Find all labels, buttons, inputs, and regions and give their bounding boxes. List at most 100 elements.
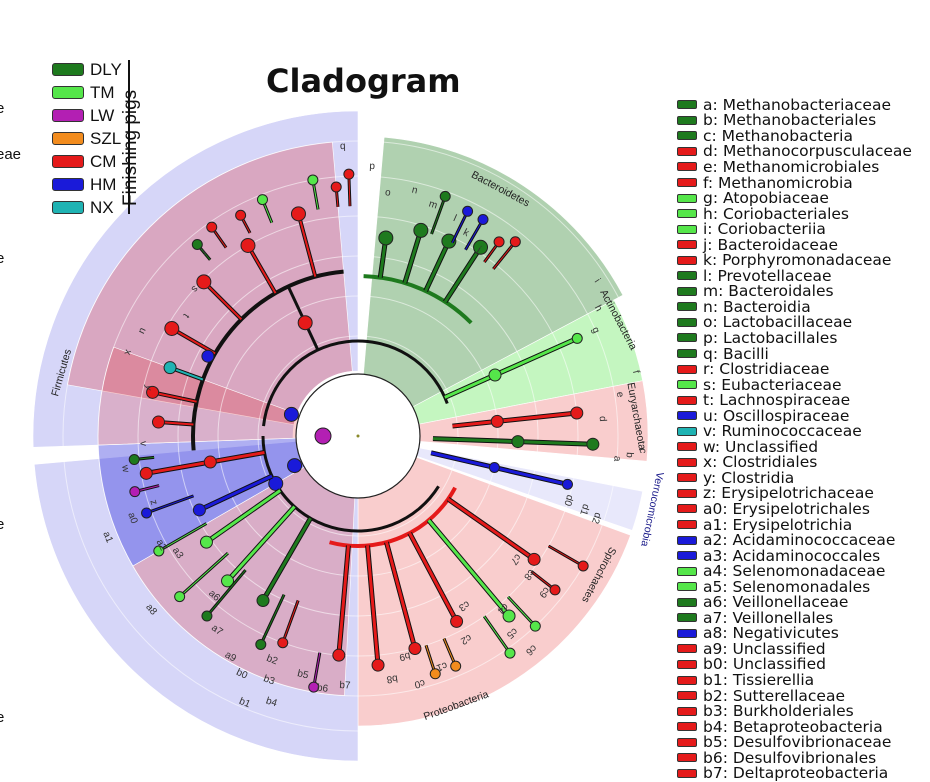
legend-label: a9: Unclassified <box>703 639 826 658</box>
legend-swatch <box>677 504 697 514</box>
clade-node <box>577 560 589 572</box>
taxa-legend: a: Methanobacteriaceae b: Methanobacteria… <box>677 95 912 782</box>
legend-swatch <box>677 706 697 716</box>
tree-branch-fill <box>408 532 458 623</box>
legend-item: b3: Burkholderiales <box>677 702 912 720</box>
tree-branch-fill <box>337 545 350 656</box>
legend-label: a1: Erysipelotrichia <box>703 515 853 534</box>
tree-branch-fill <box>198 474 273 512</box>
clade-node <box>240 237 256 253</box>
legend-item: q: Bacilli <box>677 345 912 363</box>
legend-item: b0: Unclassified <box>677 655 912 673</box>
clade-node <box>164 321 180 336</box>
sector-letter: t <box>180 311 191 320</box>
legend-swatch <box>677 146 697 156</box>
group-label: TM <box>90 82 115 102</box>
tree-branch-fill <box>431 196 446 235</box>
legend-swatch <box>677 349 697 359</box>
clade-node <box>408 642 422 656</box>
sector-letter: k <box>461 227 471 240</box>
sector-letter: u <box>136 326 148 336</box>
legend-item: a8: Negativicutes <box>677 624 912 643</box>
cladogram-tree <box>128 168 600 693</box>
legend-item: a7: Veillonellales <box>677 609 912 627</box>
legend-item: y: Clostridia <box>677 469 912 487</box>
legend-swatch <box>677 457 697 467</box>
tree-branch-fill <box>366 545 380 666</box>
clade-node <box>493 236 505 248</box>
tree-arc <box>191 269 344 451</box>
legend-swatch <box>677 597 697 607</box>
clade-node <box>151 415 165 429</box>
legend-item: c: Methanobacteria <box>677 127 912 145</box>
sector-letter: d <box>597 416 608 422</box>
legend-swatch <box>677 691 697 701</box>
root-node <box>356 434 360 438</box>
group-legend-title: Finishing pigs <box>120 89 141 206</box>
tree-branch-fill <box>205 489 282 544</box>
legend-swatch <box>677 100 697 110</box>
sector-letter: j <box>474 244 483 255</box>
group-label: NX <box>90 197 114 217</box>
clade-node <box>146 385 160 399</box>
clade-node <box>203 455 217 469</box>
legend-label: n: Bacteroidia <box>703 297 811 316</box>
legend-item: e: Methanomicrobiales <box>677 158 912 176</box>
legend-item: b7: Deltaproteobacteria <box>677 764 912 782</box>
clade-node <box>128 454 140 466</box>
edge-text-fragment: eae <box>0 146 22 163</box>
legend-item: x: Clostridiales <box>677 453 912 471</box>
sector-letter: a <box>611 455 622 462</box>
legend-swatch <box>677 209 697 219</box>
legend-label: z: Erysipelotrichaceae <box>703 484 874 503</box>
legend-item: a4: Selenomonadaceae <box>677 562 912 581</box>
sector-letter: d1 <box>577 503 591 517</box>
sector-letter: x <box>122 348 134 356</box>
clade-node <box>256 194 268 206</box>
clade-node <box>277 637 289 649</box>
tree-branch-fill <box>443 246 482 303</box>
group-bracket <box>128 60 130 214</box>
clade-node <box>549 584 561 596</box>
legend-label: a8: Negativicutes <box>703 624 839 643</box>
legend-label: a: Methanobacteriaceae <box>703 95 892 114</box>
group-legend-item: CM <box>52 150 122 173</box>
legend-swatch <box>677 395 697 405</box>
sector-letter: o <box>384 187 391 199</box>
edge-text-fragment: e <box>0 709 5 726</box>
legend-item: g: Atopobiaceae <box>677 189 912 207</box>
sector-letter: a1 <box>100 530 115 545</box>
clade-node <box>201 349 215 363</box>
sector-letter: q <box>340 141 346 152</box>
legend-label: a4: Selenomonadaceae <box>703 562 886 581</box>
tree-branch-fill <box>313 652 321 688</box>
clade-node <box>191 238 203 250</box>
sector-letter: i <box>592 277 602 285</box>
sector-letter: a2 <box>154 538 169 553</box>
sector-letter: m <box>427 199 438 212</box>
group-legend-item: HM <box>52 173 122 196</box>
legend-label: v: Ruminococcaceae <box>703 422 862 441</box>
clade-node <box>439 190 451 202</box>
legend-item: d: Methanocorpusculaceae <box>677 142 912 160</box>
group-legend: DLY TM LW SZL CM HM NX <box>52 58 122 219</box>
legend-label: w: Unclassified <box>703 437 819 456</box>
legend-label: h: Coriobacteriales <box>703 204 850 223</box>
legend-label: a0: Erysipelotrichales <box>703 500 870 518</box>
tree-arc <box>363 274 473 325</box>
tree-branch-fill <box>260 594 285 645</box>
clade-node <box>330 181 342 193</box>
clade-node <box>511 435 525 449</box>
ring-guide <box>257 335 459 537</box>
tree-branch-fill <box>424 240 451 292</box>
clade-node <box>429 668 441 680</box>
legend-label: s: Eubacteriaceae <box>703 375 842 394</box>
legend-swatch <box>677 240 697 250</box>
tree-arc <box>261 435 440 533</box>
clade-node <box>290 206 306 222</box>
legend-swatch <box>677 535 697 545</box>
clade-node <box>314 427 332 445</box>
sector-letter: b0 <box>234 667 249 682</box>
legend-item: z: Erysipelotrichaceae <box>677 484 912 503</box>
legend-label: r: Clostridiaceae <box>703 360 830 379</box>
